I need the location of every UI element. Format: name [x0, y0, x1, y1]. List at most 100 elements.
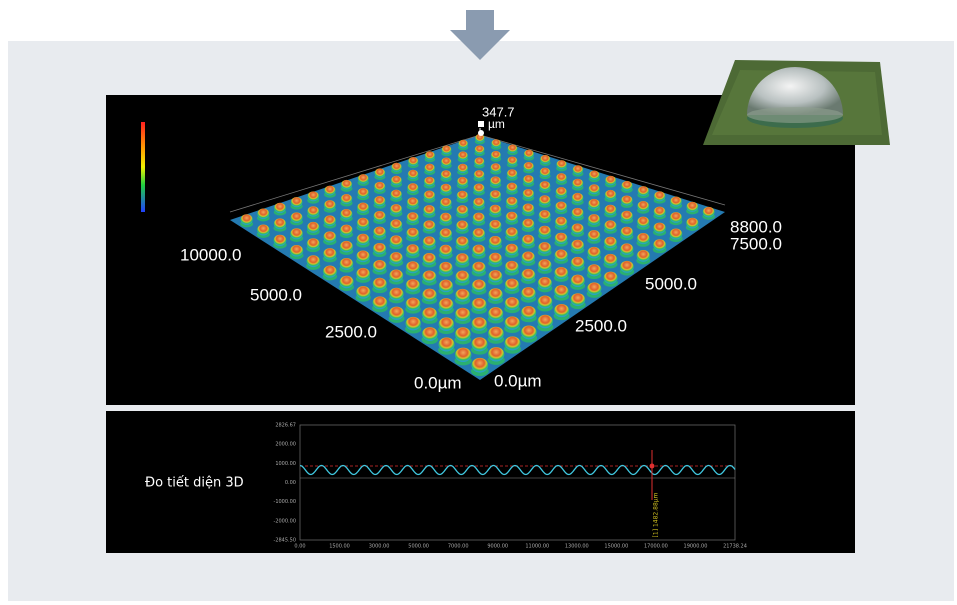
bump [424, 163, 435, 173]
bump [475, 134, 485, 143]
bump [538, 242, 552, 254]
bump [506, 182, 518, 193]
bump [390, 189, 402, 200]
bump [570, 293, 586, 307]
bump [504, 297, 520, 311]
bump [423, 220, 436, 232]
y-label: 2000.00 [275, 442, 296, 448]
bump [406, 197, 419, 208]
bump [587, 246, 601, 259]
bump [455, 270, 470, 283]
bump [621, 180, 633, 191]
left-axis-label: 2500.0 [325, 322, 377, 341]
bump [505, 211, 518, 223]
z-marker [478, 121, 484, 127]
bump [603, 271, 618, 284]
inset-photo [703, 60, 890, 145]
bump [539, 181, 551, 191]
bump [357, 174, 369, 184]
bump [538, 225, 551, 237]
bump [306, 255, 320, 268]
bump [390, 204, 403, 215]
bump [521, 305, 537, 320]
bump [588, 198, 600, 210]
bump [604, 204, 617, 216]
down-arrow [450, 10, 510, 60]
bump [422, 307, 438, 321]
bump [490, 176, 501, 186]
bump [471, 357, 489, 373]
z-max: 347.7 [482, 104, 515, 119]
bump [472, 261, 486, 274]
bump [587, 264, 601, 277]
bump [424, 151, 435, 161]
bump [702, 206, 715, 218]
bump [604, 220, 617, 232]
bump [604, 189, 617, 200]
bump [440, 183, 452, 194]
bump [422, 253, 436, 265]
right-axis-label: 0.0µm [494, 371, 542, 390]
bump [554, 249, 568, 262]
bump [307, 191, 319, 202]
bump [537, 259, 552, 272]
bump [491, 139, 502, 148]
bump [373, 210, 386, 222]
bump [488, 236, 502, 248]
bump [471, 298, 487, 312]
bump [389, 306, 405, 320]
x-label: 19000.00 [684, 544, 708, 550]
bump [505, 227, 518, 239]
bump [473, 183, 485, 194]
bump [522, 188, 534, 199]
bump [488, 347, 505, 362]
bump [488, 288, 503, 302]
x-label: 21738.24 [723, 544, 747, 550]
bump [537, 314, 553, 329]
bump [341, 179, 353, 190]
bump [571, 207, 584, 219]
bump [488, 252, 502, 265]
bump [456, 205, 469, 216]
bump [490, 163, 501, 173]
bump [603, 253, 618, 266]
bump [489, 190, 502, 201]
bump [620, 226, 634, 238]
bump [471, 317, 487, 331]
z-unit: µm [488, 117, 505, 131]
bump [505, 260, 519, 273]
bump [422, 327, 438, 341]
bump [540, 154, 551, 164]
bump [257, 224, 270, 236]
left-axis-label: 0.0µm [414, 373, 462, 392]
x-label: 9000.00 [487, 544, 508, 550]
bump [324, 185, 336, 196]
bump [423, 190, 436, 201]
bump [290, 245, 304, 257]
y-label: -2000.00 [274, 518, 296, 524]
bump [290, 228, 303, 240]
cursor-label: [1] 1482.88µm [653, 492, 660, 537]
bump [572, 165, 584, 175]
bump [554, 266, 569, 280]
bump [438, 317, 454, 331]
y-label: -1000.00 [274, 499, 296, 505]
bump [323, 248, 337, 260]
profile-label: Đo tiết diện 3D [145, 476, 244, 491]
bump [439, 212, 452, 224]
bump [440, 197, 452, 209]
bump [441, 145, 452, 155]
bump [555, 186, 567, 197]
bump [489, 220, 502, 231]
bump [406, 244, 420, 256]
x-label: 0.00 [294, 544, 305, 550]
bump [290, 212, 303, 223]
profile-panel [106, 411, 855, 553]
bump [570, 274, 585, 288]
bump [357, 187, 369, 198]
x-label: 3000.00 [369, 544, 390, 550]
bump [472, 212, 485, 224]
bump [537, 277, 552, 290]
bump [356, 233, 370, 245]
